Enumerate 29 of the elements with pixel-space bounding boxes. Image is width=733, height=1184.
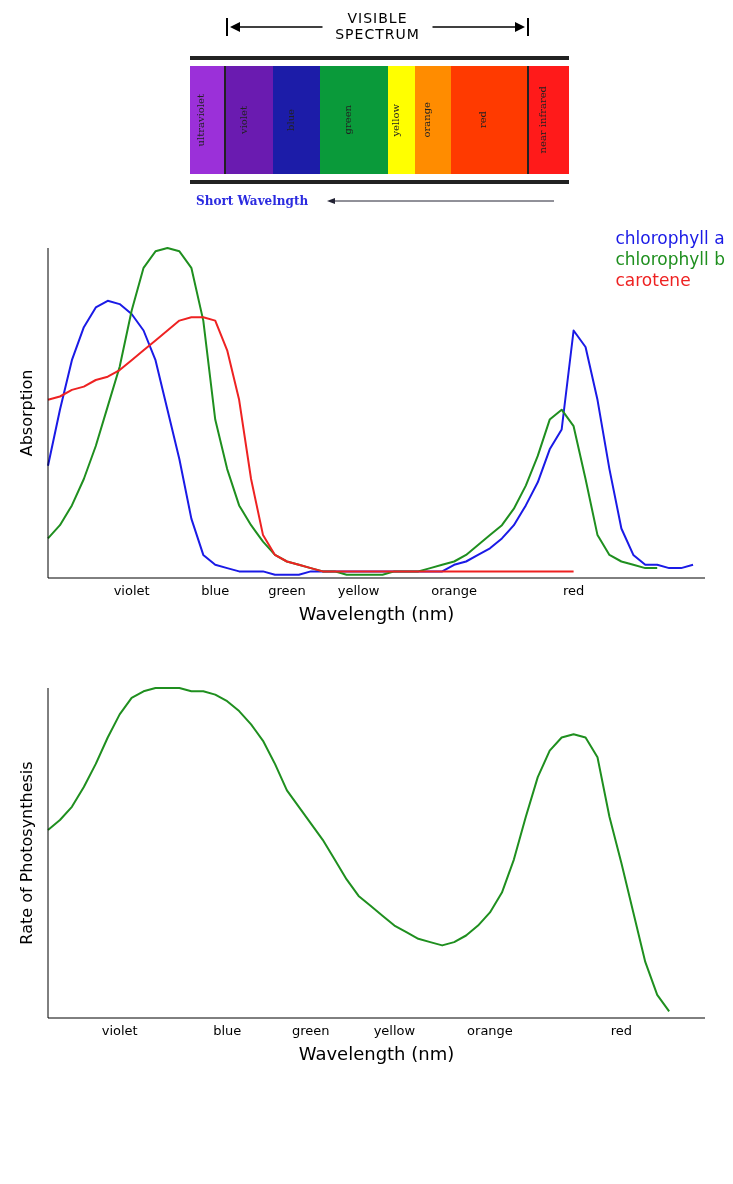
x-tick-label: blue	[201, 583, 230, 599]
x-tick-label: yellow	[373, 1023, 416, 1039]
category-label: violet	[237, 105, 250, 134]
x-tick-label: violet	[113, 583, 150, 599]
x-tick-label: yellow	[337, 583, 380, 599]
x-tick-label: green	[292, 1023, 330, 1039]
text: VISIBLE SPECTRUM	[334, 10, 421, 42]
x-tick-label: violet	[101, 1023, 138, 1039]
category-label: orange	[421, 102, 433, 138]
category-label: blue	[284, 109, 297, 131]
text: Short Wavelngth	[196, 194, 309, 208]
category-label: ultraviolet	[195, 93, 207, 147]
x-axis-title: Wavelength (nm)	[298, 1043, 455, 1064]
x-tick-label: red	[610, 1023, 633, 1039]
category-label: near infrared	[537, 86, 549, 154]
text: chlorophyll a	[615, 228, 725, 249]
x-tick-label: blue	[213, 1023, 242, 1039]
category-label: yellow	[389, 103, 402, 137]
y-axis-title: Rate of Photosynthesis	[16, 761, 36, 945]
category-label: green	[342, 105, 354, 135]
y-axis-title: Absorption	[16, 369, 36, 457]
x-tick-label: orange	[467, 1023, 513, 1039]
x-axis-title: Wavelength (nm)	[298, 603, 455, 624]
text: chlorophyll b	[615, 249, 725, 270]
x-tick-label: orange	[431, 583, 478, 599]
text: carotene	[615, 270, 692, 291]
category-label: red	[477, 111, 489, 129]
x-tick-label: green	[268, 583, 306, 599]
x-tick-label: red	[562, 583, 585, 599]
